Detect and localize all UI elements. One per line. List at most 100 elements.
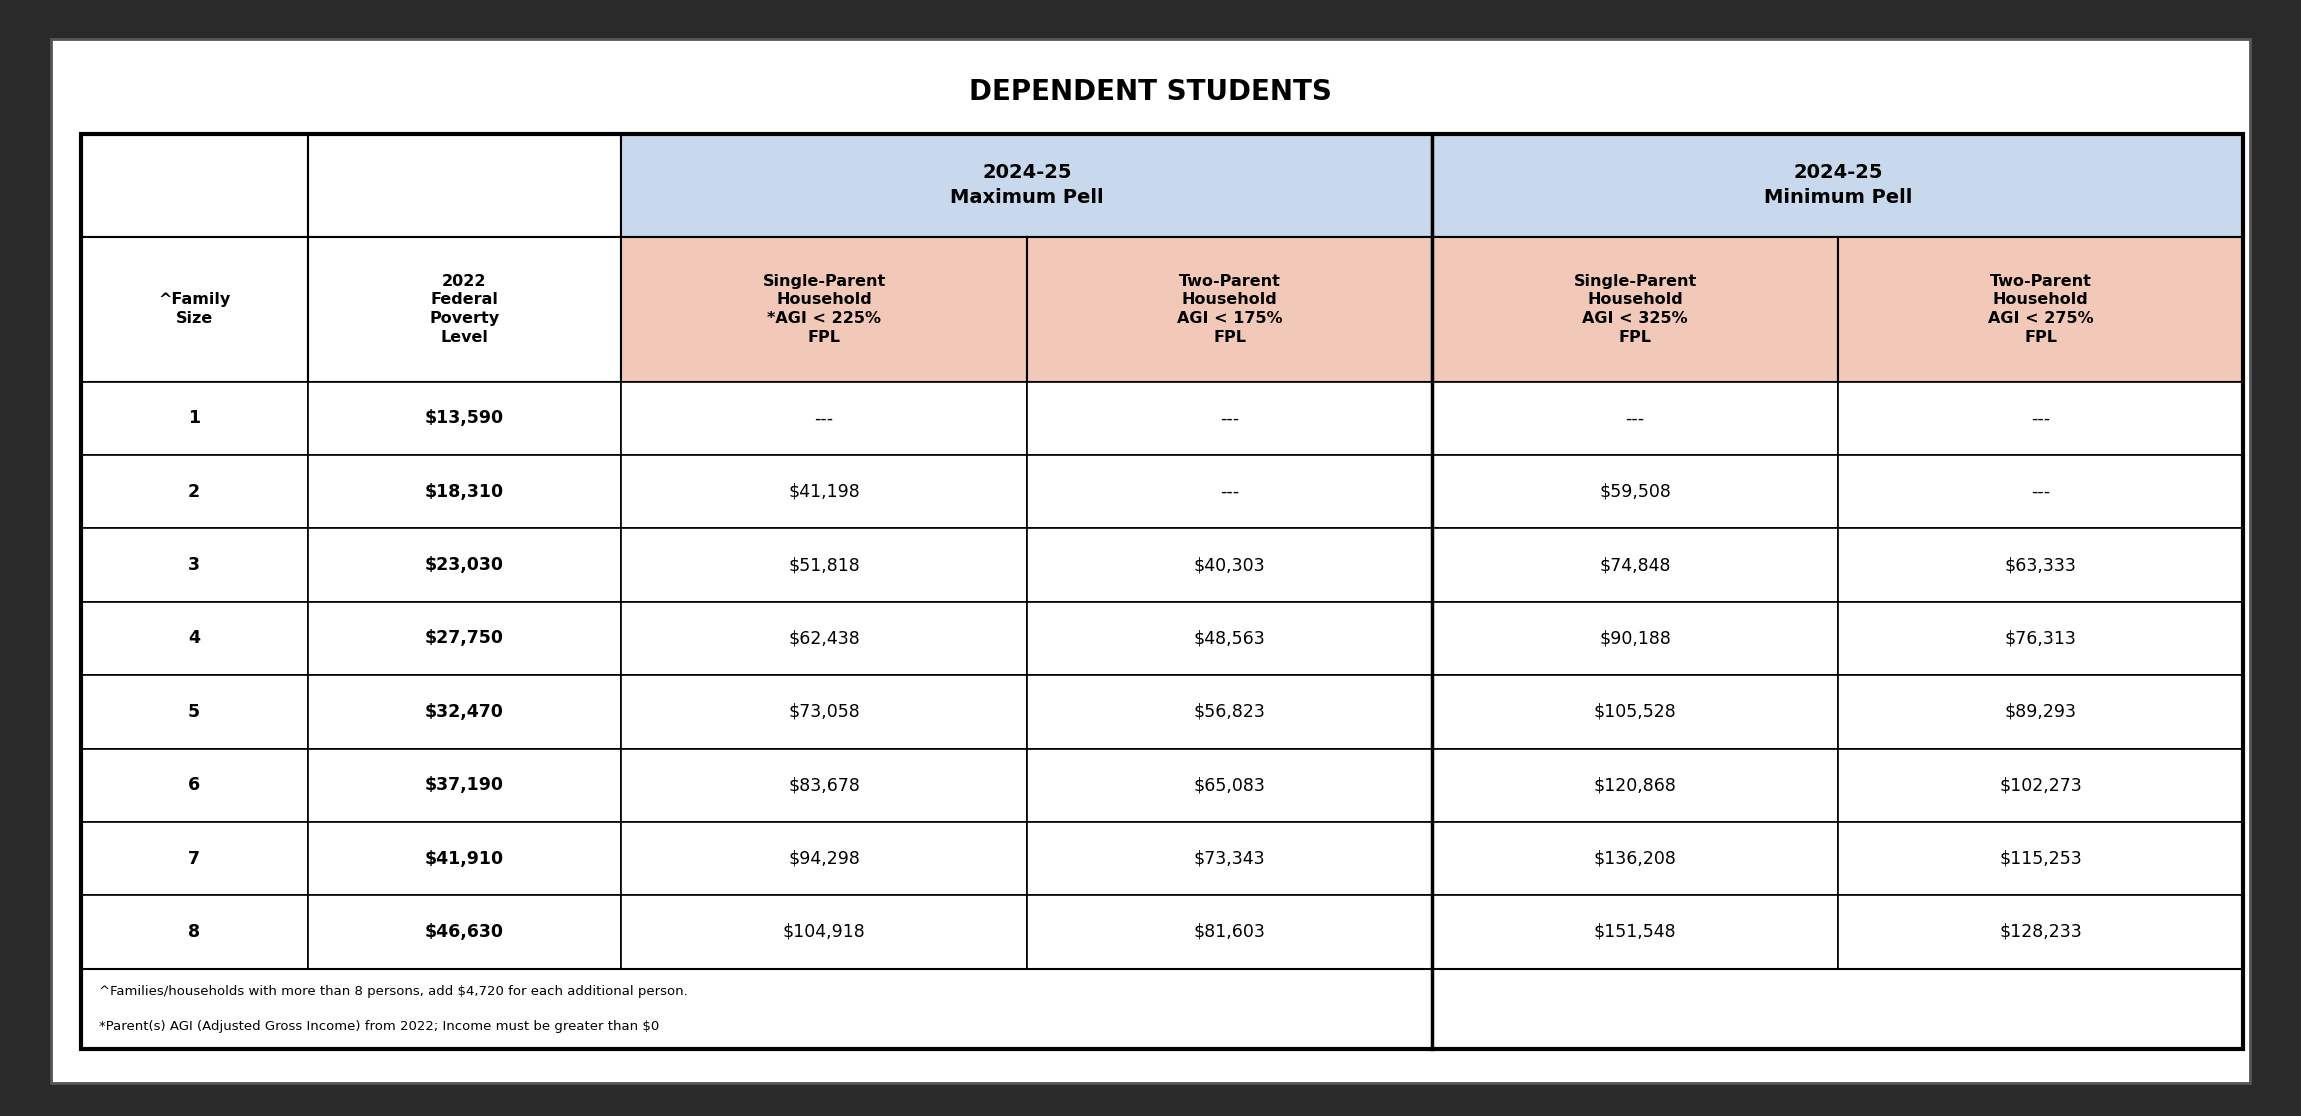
Bar bbox=[1838, 382, 2243, 455]
Bar bbox=[1838, 749, 2243, 822]
Bar bbox=[81, 895, 308, 969]
Bar bbox=[1431, 602, 1838, 675]
Text: $136,208: $136,208 bbox=[1595, 849, 1677, 867]
Bar bbox=[1838, 822, 2243, 895]
Bar bbox=[81, 602, 308, 675]
Bar bbox=[1838, 237, 2243, 382]
Bar bbox=[308, 382, 621, 455]
Bar bbox=[81, 969, 2243, 1049]
Text: Single-Parent
Household
*AGI < 225%
FPL: Single-Parent Household *AGI < 225% FPL bbox=[762, 273, 886, 345]
Text: ^Family
Size: ^Family Size bbox=[159, 292, 230, 326]
Bar bbox=[81, 822, 308, 895]
Bar bbox=[1026, 749, 1431, 822]
Bar bbox=[621, 529, 1026, 602]
Text: 5: 5 bbox=[189, 703, 200, 721]
Text: $56,823: $56,823 bbox=[1194, 703, 1266, 721]
Text: $37,190: $37,190 bbox=[426, 777, 504, 795]
Text: $23,030: $23,030 bbox=[426, 556, 504, 574]
Text: *Parent(s) AGI (Adjusted Gross Income) from 2022; Income must be greater than $0: *Parent(s) AGI (Adjusted Gross Income) f… bbox=[99, 1020, 658, 1033]
Bar bbox=[308, 134, 621, 237]
Text: $120,868: $120,868 bbox=[1595, 777, 1677, 795]
Text: $105,528: $105,528 bbox=[1595, 703, 1677, 721]
Text: $128,233: $128,233 bbox=[2000, 923, 2082, 941]
Bar bbox=[621, 675, 1026, 749]
Text: $74,848: $74,848 bbox=[1599, 556, 1671, 574]
Text: 4: 4 bbox=[189, 629, 200, 647]
Text: ---: --- bbox=[2032, 410, 2050, 427]
Bar bbox=[81, 455, 308, 528]
Bar bbox=[621, 382, 1026, 455]
Text: Two-Parent
Household
AGI < 275%
FPL: Two-Parent Household AGI < 275% FPL bbox=[1988, 273, 2094, 345]
Text: 6: 6 bbox=[189, 777, 200, 795]
Bar bbox=[621, 237, 1026, 382]
Bar bbox=[1026, 675, 1431, 749]
Text: $59,508: $59,508 bbox=[1599, 483, 1671, 501]
Text: $65,083: $65,083 bbox=[1194, 777, 1266, 795]
Bar bbox=[1431, 134, 2243, 237]
Text: $46,630: $46,630 bbox=[426, 923, 504, 941]
Bar bbox=[81, 382, 308, 455]
Bar bbox=[81, 529, 308, 602]
Text: $18,310: $18,310 bbox=[426, 483, 504, 501]
Text: ---: --- bbox=[815, 410, 833, 427]
Bar bbox=[1026, 455, 1431, 528]
Bar bbox=[1026, 822, 1431, 895]
Text: $27,750: $27,750 bbox=[426, 629, 504, 647]
Bar bbox=[308, 455, 621, 528]
Text: © 2022 College Admissions HQ: © 2022 College Admissions HQ bbox=[2025, 1067, 2243, 1080]
Text: $41,198: $41,198 bbox=[789, 483, 861, 501]
Text: $73,058: $73,058 bbox=[789, 703, 861, 721]
Text: $151,548: $151,548 bbox=[1595, 923, 1677, 941]
Text: $13,590: $13,590 bbox=[426, 410, 504, 427]
Bar bbox=[308, 675, 621, 749]
Text: ^Families/households with more than 8 persons, add $4,720 for each additional pe: ^Families/households with more than 8 pe… bbox=[99, 984, 688, 998]
Bar bbox=[81, 134, 308, 237]
Text: $115,253: $115,253 bbox=[2000, 849, 2082, 867]
Text: $41,910: $41,910 bbox=[426, 849, 504, 867]
Bar bbox=[1026, 382, 1431, 455]
Bar bbox=[1838, 675, 2243, 749]
Text: $89,293: $89,293 bbox=[2004, 703, 2078, 721]
Bar bbox=[621, 749, 1026, 822]
Bar bbox=[308, 749, 621, 822]
Bar bbox=[1431, 455, 1838, 528]
Bar bbox=[1838, 602, 2243, 675]
Text: $76,313: $76,313 bbox=[2004, 629, 2076, 647]
Text: 2022
Federal
Poverty
Level: 2022 Federal Poverty Level bbox=[430, 273, 499, 345]
Text: 8: 8 bbox=[189, 923, 200, 941]
Bar bbox=[1838, 529, 2243, 602]
Bar bbox=[308, 822, 621, 895]
Bar bbox=[1431, 529, 1838, 602]
Text: $40,303: $40,303 bbox=[1194, 556, 1266, 574]
Bar bbox=[1838, 455, 2243, 528]
Bar bbox=[1431, 675, 1838, 749]
Text: 3: 3 bbox=[189, 556, 200, 574]
Text: 2024-25
Minimum Pell: 2024-25 Minimum Pell bbox=[1765, 163, 1912, 208]
Text: $83,678: $83,678 bbox=[789, 777, 861, 795]
Text: $62,438: $62,438 bbox=[789, 629, 861, 647]
Text: $102,273: $102,273 bbox=[2000, 777, 2082, 795]
Text: ---: --- bbox=[2032, 483, 2050, 501]
Bar bbox=[1026, 237, 1431, 382]
Bar bbox=[621, 134, 1431, 237]
Bar bbox=[1026, 529, 1431, 602]
Bar bbox=[621, 455, 1026, 528]
Bar bbox=[1431, 895, 1838, 969]
Text: $90,188: $90,188 bbox=[1599, 629, 1671, 647]
Text: $104,918: $104,918 bbox=[782, 923, 865, 941]
Text: $63,333: $63,333 bbox=[2004, 556, 2076, 574]
Bar bbox=[1026, 895, 1431, 969]
Text: ---: --- bbox=[1625, 410, 1645, 427]
Bar bbox=[621, 822, 1026, 895]
Text: $32,470: $32,470 bbox=[426, 703, 504, 721]
Text: $73,343: $73,343 bbox=[1194, 849, 1266, 867]
Bar bbox=[81, 675, 308, 749]
Bar bbox=[308, 895, 621, 969]
Bar bbox=[1838, 895, 2243, 969]
Bar bbox=[308, 237, 621, 382]
Text: Two-Parent
Household
AGI < 175%
FPL: Two-Parent Household AGI < 175% FPL bbox=[1176, 273, 1282, 345]
Text: Single-Parent
Household
AGI < 325%
FPL: Single-Parent Household AGI < 325% FPL bbox=[1574, 273, 1696, 345]
Bar bbox=[621, 895, 1026, 969]
Text: DEPENDENT STUDENTS: DEPENDENT STUDENTS bbox=[969, 77, 1332, 106]
Text: 7: 7 bbox=[189, 849, 200, 867]
